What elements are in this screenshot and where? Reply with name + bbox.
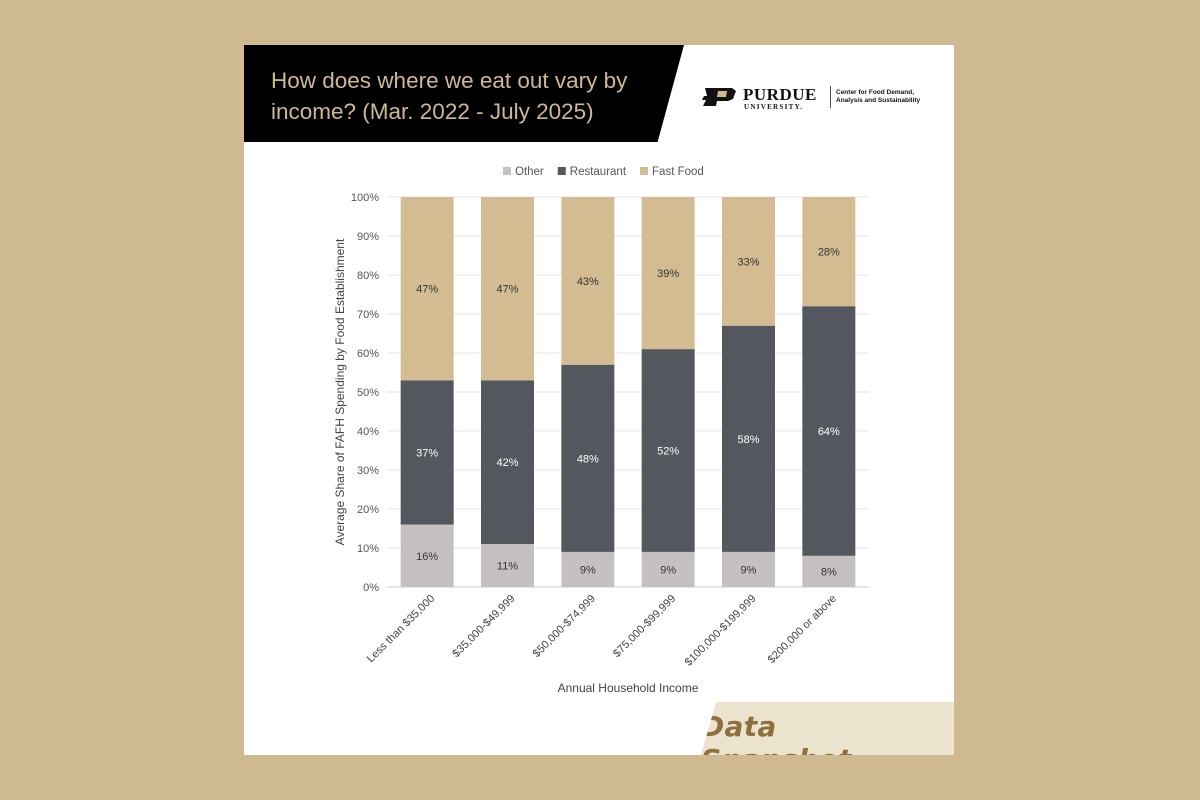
page-title: How does where we eat out vary by income… [271,65,651,127]
bar-fast-food [722,197,775,326]
y-tick-label: 40% [357,426,379,438]
data-label: 9% [741,564,757,576]
y-tick-label: 30% [357,465,379,477]
x-tick-label: $50,000-$74,999 [531,593,598,660]
center-line-1: Center for Food Demand, [836,89,915,96]
y-tick-label: 80% [357,270,379,282]
bar-restaurant [722,325,775,552]
y-tick-label: 60% [357,348,379,360]
bar-restaurant [802,306,856,556]
legend-label-1: Restaurant [570,166,627,178]
bar-fast-food [481,197,534,381]
purdue-logo: PURDUE UNIVERSITY. Center for Food Deman… [699,84,939,114]
data-label: 16% [416,551,438,563]
y-axis-title: Average Share of FAFH Spending by Food E… [333,238,347,545]
y-tick-label: 100% [351,192,379,204]
bar-fast-food [400,197,454,381]
logo-name: PURDUE [743,85,817,104]
y-tick-label: 0% [363,582,379,594]
bar-restaurant [481,380,534,545]
bar-restaurant [400,380,454,525]
data-label: 47% [416,284,438,296]
data-label: 33% [737,256,759,268]
x-tick-label: $200,000 or above [766,593,839,666]
bar-other [641,551,695,587]
x-tick-label: Less than $35,000 [365,593,438,666]
data-snapshot-card: How does where we eat out vary by income… [244,45,954,755]
bar-other [400,524,454,587]
title-banner: How does where we eat out vary by income… [244,45,684,142]
data-label: 28% [818,247,840,259]
data-label: 52% [657,446,679,458]
data-label: 11% [497,561,518,573]
bar-other [561,551,615,587]
bar-other [722,551,775,587]
data-label: 48% [577,453,599,465]
data-snapshot-badge: Data Snapshot [701,702,954,755]
x-tick-label: $75,000-$99,999 [611,593,678,660]
legend-swatch-1 [557,167,566,175]
y-tick-label: 90% [357,231,379,243]
data-label: 47% [496,284,518,296]
legend-swatch-0 [503,167,511,175]
data-label: 9% [660,564,676,576]
bar-other [481,544,534,587]
y-tick-label: 10% [357,543,379,555]
bar-fast-food [561,197,615,365]
y-tick-label: 70% [357,309,379,321]
center-name: Center for Food Demand, Analysis and Sus… [836,89,946,105]
title-line-1: How does where we eat out vary by [271,68,628,93]
purdue-p-icon [702,88,736,106]
data-label: 8% [821,566,837,578]
bar-restaurant [641,349,695,552]
y-tick-label: 20% [357,504,379,516]
center-line-2: Analysis and Sustainability [836,97,921,104]
bar-restaurant [561,364,615,552]
stacked-bar-chart: Other Restaurant Fast Food 0% 10% 20% 30% 40% 50… [333,166,869,695]
x-tick-label: $35,000-$49,999 [450,593,517,660]
data-label: 43% [577,276,599,288]
bar-fast-food [802,197,856,307]
data-label: 64% [818,426,840,438]
logo-subname: UNIVERSITY. [744,103,804,111]
bar-fast-food [641,197,695,350]
title-line-2: income? (Mar. 2022 - July 2025) [271,99,594,124]
legend-swatch-2 [640,167,649,175]
data-label: 39% [657,268,679,280]
logo-divider [830,86,831,108]
bar-other [802,555,856,587]
data-label: 37% [416,447,438,459]
x-axis-title: Annual Household Income [558,681,699,695]
data-label: 9% [580,564,596,576]
legend-label-0: Other [515,166,544,178]
x-tick-label: $100,000-$199,999 [683,593,759,669]
y-tick-label: 50% [357,387,379,399]
data-label: 58% [737,434,759,446]
legend-label-2: Fast Food [652,166,704,178]
data-snapshot-label: Data Snapshot [701,710,851,755]
data-label: 42% [496,457,518,469]
